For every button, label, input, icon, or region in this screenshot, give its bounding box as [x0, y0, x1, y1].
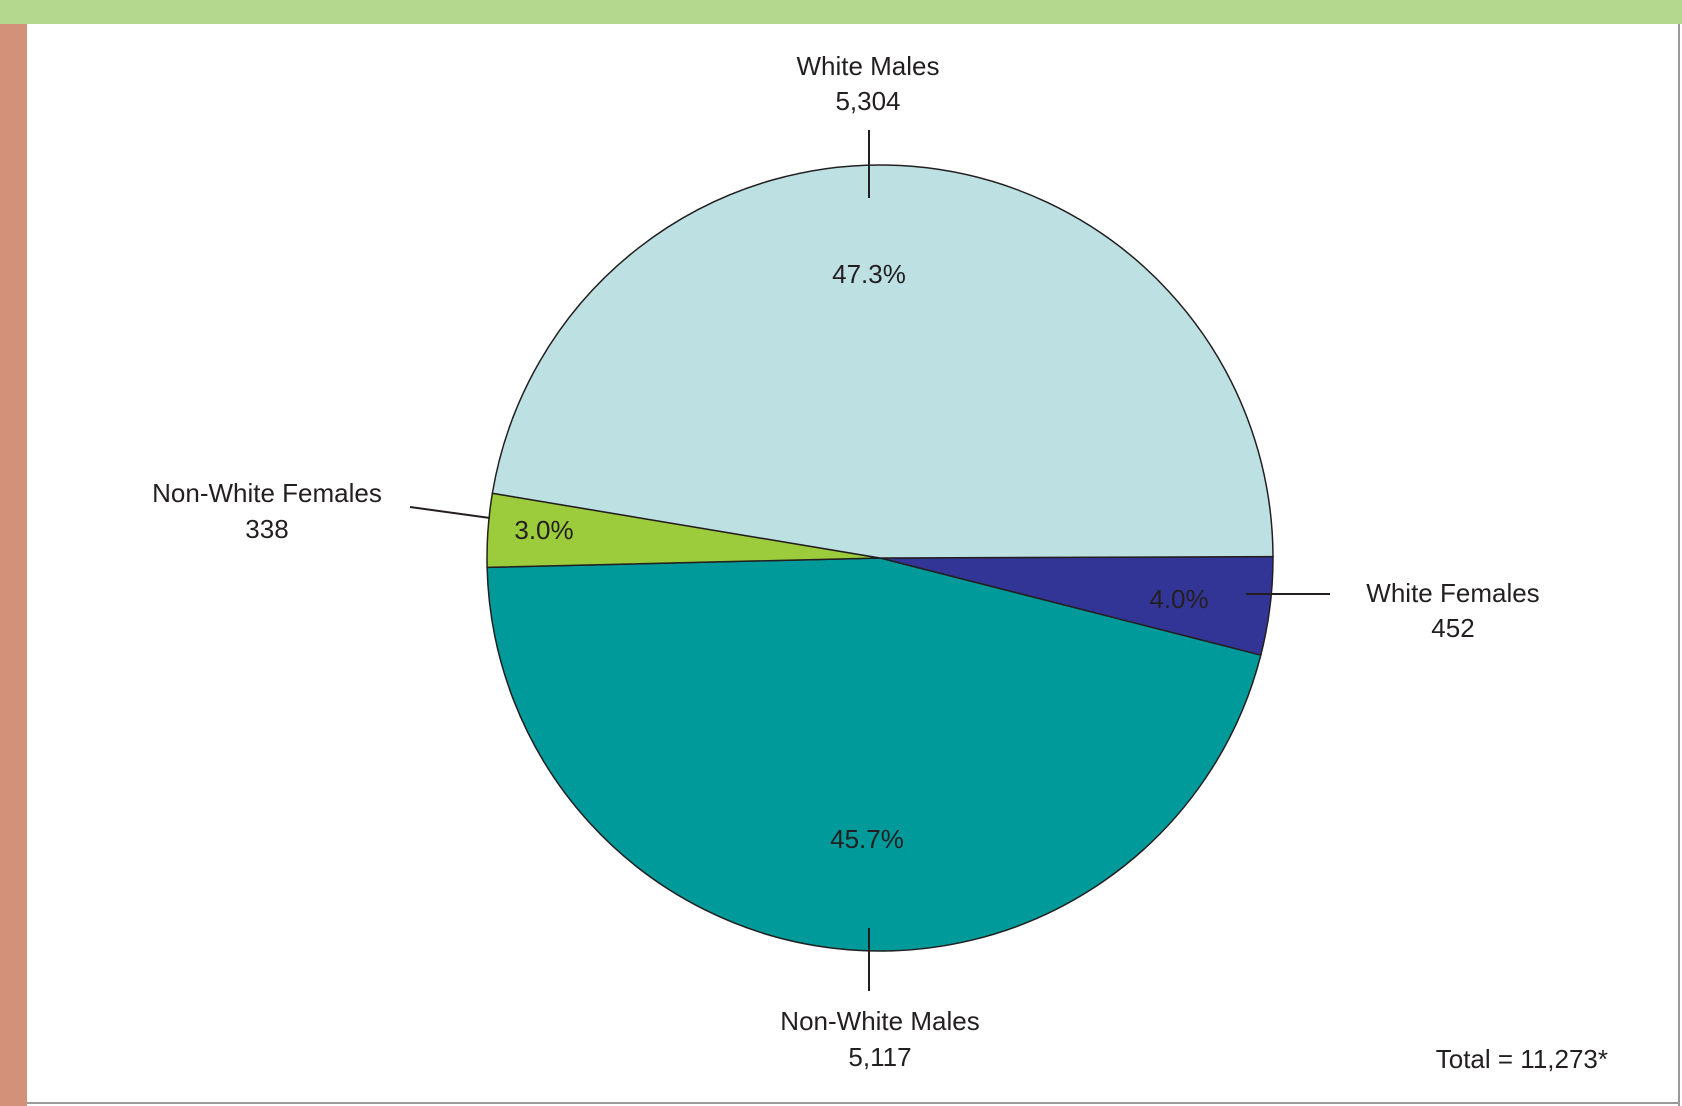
- frame-border-right: [1678, 24, 1680, 1106]
- leader-lines: [409, 130, 1330, 991]
- top-color-band: [0, 0, 1682, 24]
- slice-value-non-white-females: 338: [245, 514, 288, 544]
- total-label: Total = 11,273*: [1436, 1044, 1608, 1074]
- slice-value-white-females: 452: [1431, 613, 1474, 643]
- pie-slice-non-white-males: [486, 557, 1262, 952]
- slice-pct-non-white-females: 3.0%: [514, 515, 573, 545]
- slice-pct-white-males: 47.3%: [832, 259, 906, 289]
- slice-value-white-males: 5,304: [835, 86, 900, 116]
- leader-line-non-white-females: [409, 506, 491, 519]
- slice-name-non-white-females: Non-White Females: [152, 478, 382, 508]
- left-color-band: [0, 24, 27, 1106]
- frame-border-bottom: [27, 1102, 1680, 1104]
- slice-pct-non-white-males: 45.7%: [830, 824, 904, 854]
- slice-name-white-males: White Males: [796, 51, 939, 81]
- slice-value-non-white-males: 5,117: [848, 1042, 911, 1072]
- slice-pct-white-females: 4.0%: [1149, 584, 1208, 614]
- pie-slices: [486, 164, 1274, 952]
- pie-slice-white-males: [491, 164, 1274, 559]
- slice-name-non-white-males: Non-White Males: [780, 1006, 979, 1036]
- slice-name-white-females: White Females: [1366, 578, 1539, 608]
